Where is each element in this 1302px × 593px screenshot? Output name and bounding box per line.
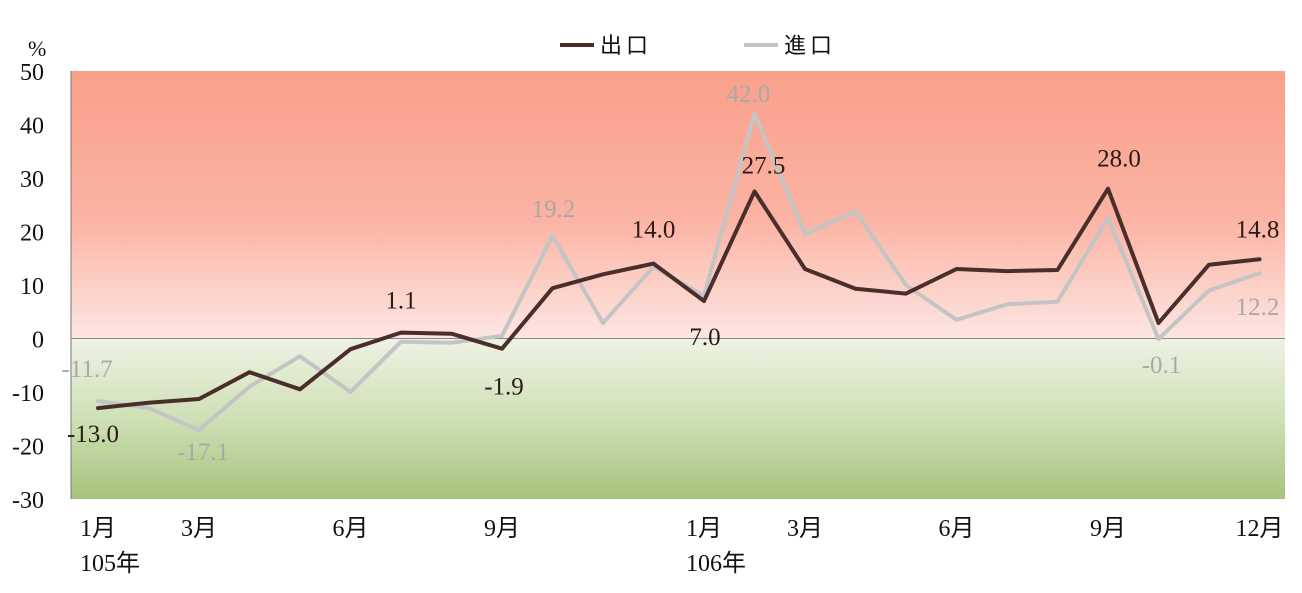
legend-label-import: 進口: [784, 33, 836, 58]
data-label-export: -1.9: [484, 374, 524, 401]
x-tick-label: 12月: [1236, 516, 1284, 542]
y-tick-label: 20: [20, 221, 44, 247]
year-label: 105年: [80, 550, 140, 577]
x-tick-label: 6月: [939, 516, 975, 542]
data-label-export: 14.8: [1236, 216, 1280, 243]
y-tick-label: -10: [12, 381, 44, 407]
y-tick-label: 30: [20, 167, 44, 193]
data-label-import: 12.2: [1236, 294, 1280, 321]
y-unit-label: %: [28, 36, 46, 61]
data-label-export: 28.0: [1097, 146, 1141, 173]
x-tick-label: 1月: [80, 516, 116, 542]
x-tick-label: 9月: [1090, 516, 1126, 542]
x-tick-label: 9月: [484, 516, 520, 542]
data-label-export: -13.0: [67, 421, 119, 448]
y-tick-label: -20: [12, 435, 44, 461]
data-label-import: -11.7: [61, 356, 112, 383]
y-tick-label: -30: [12, 488, 44, 514]
year-label: 106年: [686, 550, 746, 577]
y-tick-label: 50: [20, 60, 44, 86]
data-label-import: -0.1: [1142, 352, 1182, 379]
data-label-export: 1.1: [385, 288, 416, 315]
legend-label-export: 出口: [600, 33, 652, 58]
data-label-import: 42.0: [727, 81, 771, 108]
data-label-export: 27.5: [742, 152, 786, 179]
y-tick-label: 40: [20, 114, 44, 140]
series-line-export: [96, 186, 1262, 411]
data-label-import: 19.2: [532, 196, 576, 223]
x-tick-label: 3月: [181, 516, 217, 542]
data-label-export: 14.0: [632, 217, 676, 244]
data-label-export: 7.0: [689, 324, 720, 351]
positive-band: [71, 71, 1285, 339]
x-tick-label: 3月: [787, 516, 823, 542]
x-tick-label: 1月: [686, 516, 722, 542]
x-tick-label: 6月: [333, 516, 369, 542]
data-label-import: -17.1: [177, 439, 229, 466]
negative-band: [71, 338, 1285, 499]
y-tick-label: 10: [20, 274, 44, 300]
y-tick-label: 0: [32, 328, 44, 354]
